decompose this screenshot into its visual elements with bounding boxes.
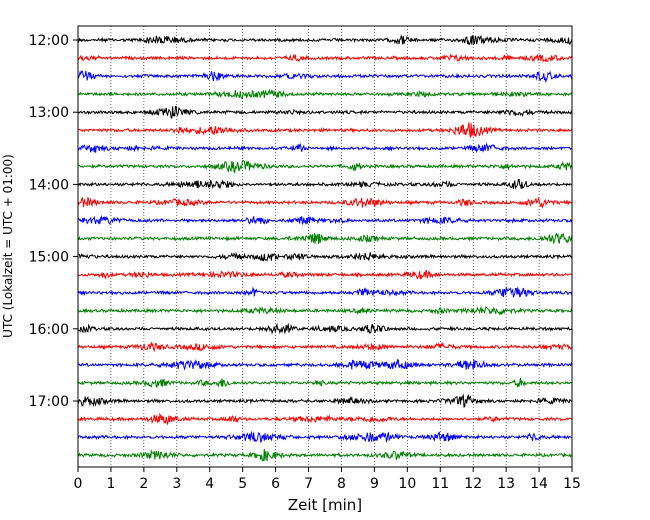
x-axis-label: Zeit [min]	[288, 496, 362, 514]
trace-1215	[77, 53, 573, 63]
trace-group	[77, 34, 573, 462]
trace-1315	[77, 122, 573, 138]
x-tick-label: 2	[139, 476, 148, 492]
x-tick-label: 8	[337, 476, 346, 492]
trace-1300	[77, 105, 573, 119]
trace-1645	[77, 377, 573, 388]
trace-1500	[77, 251, 573, 262]
x-tick-label: 1	[106, 476, 115, 492]
plot-frame	[77, 25, 573, 468]
x-axis: 0 1 2 3 4 5 6 7 8 9 10 11 12 13 14 15	[74, 467, 581, 492]
trace-1545	[77, 305, 573, 315]
trace-1630	[77, 358, 573, 371]
y-tick-label: 13:00	[29, 105, 69, 121]
y-tick-label: 14:00	[29, 177, 69, 193]
x-tick-label: 4	[205, 476, 214, 492]
trace-1330	[77, 142, 573, 153]
x-tick-label: 10	[398, 476, 416, 492]
y-tick-label: 12:00	[29, 33, 69, 49]
trace-1700	[77, 393, 573, 408]
x-tick-label: 15	[563, 476, 581, 492]
trace-1715	[77, 412, 573, 426]
trace-1415	[77, 196, 573, 210]
trace-1345	[77, 159, 573, 174]
y-axis: 12:00 13:00 14:00 15:00 16:00 17:00	[29, 33, 78, 410]
trace-1445	[77, 232, 573, 244]
trace-1530	[77, 285, 573, 298]
trace-1745	[77, 448, 573, 462]
x-tick-label: 12	[464, 476, 482, 492]
x-tick-label: 11	[431, 476, 449, 492]
x-tick-label: 14	[530, 476, 548, 492]
trace-1200	[77, 34, 573, 46]
x-tick-label: 0	[74, 476, 83, 492]
x-tick-label: 7	[304, 476, 313, 492]
x-tick-label: 5	[238, 476, 247, 492]
y-tick-label: 15:00	[29, 250, 69, 266]
x-tick-label: 3	[172, 476, 181, 492]
x-tick-label: 6	[271, 476, 280, 492]
x-tick-label: 9	[370, 476, 379, 492]
y-tick-label: 17:00	[29, 394, 69, 410]
trace-1515	[77, 270, 573, 280]
trace-1400	[77, 178, 573, 190]
y-axis-label: UTC (Lokalzeit = UTC + 01:00)	[1, 154, 15, 338]
trace-1615	[77, 341, 573, 353]
trace-1730	[77, 430, 573, 444]
trace-1230	[77, 70, 573, 84]
trace-1430	[77, 214, 573, 226]
x-tick-label: 13	[497, 476, 515, 492]
y-tick-label: 16:00	[29, 322, 69, 338]
trace-1245	[77, 88, 573, 100]
trace-1600	[77, 322, 573, 335]
